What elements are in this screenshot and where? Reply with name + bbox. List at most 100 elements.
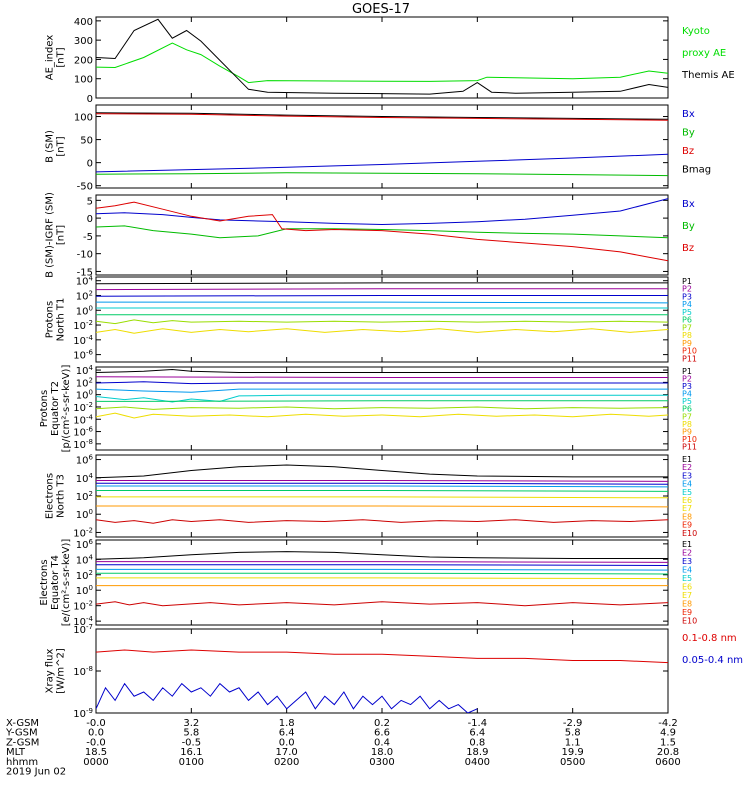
y-axis-label: AE_index [45, 35, 56, 81]
y-axis-label: North T3 [56, 474, 67, 518]
legend-label: E5 [682, 488, 692, 497]
legend-label: P4 [682, 300, 692, 309]
y-tick-label: 10-8 [73, 438, 93, 451]
legend-label: E4 [682, 480, 692, 489]
legend-label: By [682, 127, 695, 138]
legend-label: P11 [682, 354, 697, 363]
legend-label: P10 [682, 347, 697, 356]
y-tick-label: 0 [87, 159, 93, 170]
series-line-p1 [96, 282, 668, 285]
time-row-value: 16.1 [180, 747, 202, 758]
series-line-0-05-0-4-nm [96, 682, 478, 713]
time-row-value: 3.2 [183, 718, 199, 729]
series-line-e1 [96, 464, 668, 479]
legend-label: Bmag [682, 164, 711, 175]
series-line-bx [96, 153, 668, 173]
series-line-e2 [96, 561, 668, 563]
series-line-themis-ae [96, 18, 668, 95]
legend-label: P11 [682, 442, 697, 451]
y-tick-label: -50 [77, 182, 93, 193]
series-line-p2 [96, 288, 668, 291]
legend-label: P10 [682, 435, 697, 444]
series-line-e6 [96, 577, 668, 580]
y-axis-label: Protons [39, 390, 50, 427]
series-line-e4 [96, 568, 668, 571]
series-line-e9 [96, 519, 668, 524]
legend-label: E10 [682, 617, 697, 626]
y-tick-label: 10-2 [73, 526, 93, 539]
time-row-label: hhmm [6, 757, 38, 768]
series-line-e3 [96, 482, 668, 485]
series-line-p3 [96, 381, 668, 385]
plot-title: GOES-17 [352, 2, 410, 17]
legend-label: P5 [682, 397, 692, 406]
legend-label: Bx [682, 109, 695, 120]
legend-label: 0.1-0.8 nm [682, 633, 737, 644]
legend-label: P1 [682, 367, 692, 376]
legend-label: E4 [682, 566, 692, 575]
y-tick-label: 104 [76, 553, 94, 566]
legend-label: E5 [682, 574, 692, 583]
panel-frame [95, 16, 669, 99]
series-line-p2 [96, 376, 668, 378]
legend-label: E6 [682, 496, 692, 505]
time-row-value: -0.0 [86, 718, 106, 729]
legend-label: Bx [682, 199, 695, 210]
legend-label: P8 [682, 331, 692, 340]
series-line-e6 [96, 496, 668, 499]
time-row-value: -0.0 [86, 737, 106, 748]
time-row-value: 19.9 [562, 747, 584, 758]
panel-frame [95, 194, 669, 276]
y-axis-label: Equator T4 [50, 555, 61, 610]
time-row-value: 20.8 [657, 747, 679, 758]
panel-frame [95, 628, 669, 714]
series-line-p4 [96, 388, 668, 393]
series-line-bmag [96, 112, 668, 120]
y-tick-label: 100 [76, 584, 93, 597]
y-tick-label: 10-6 [73, 349, 93, 362]
y-axis-label: [e/(cm²-s-sr-keV)] [61, 539, 72, 627]
y-axis-label: B (SM)-IGRF (SM) [45, 192, 56, 278]
time-row-label: Y-GSM [5, 728, 38, 739]
legend-label: Kyoto [682, 26, 710, 37]
time-row-label: Z-GSM [6, 737, 39, 748]
legend-label: E10 [682, 529, 697, 538]
y-tick-label: 104 [76, 275, 94, 288]
series-line-p4 [96, 301, 668, 304]
y-tick-label: -10 [77, 250, 93, 261]
series-line-p8 [96, 412, 668, 419]
time-row-value: 0200 [274, 757, 299, 768]
time-row-value: 0.0 [88, 728, 104, 739]
y-tick-label: 10-2 [73, 319, 93, 332]
time-row-value: 0400 [465, 757, 490, 768]
legend-label: E7 [682, 504, 692, 513]
legend-label: P6 [682, 316, 692, 325]
series-line-e4 [96, 485, 668, 488]
series-line-p5 [96, 394, 668, 403]
y-tick-label: 100 [76, 389, 93, 402]
legend-label: P2 [682, 375, 692, 384]
series-line-p3 [96, 295, 668, 297]
series-line-e3 [96, 564, 668, 566]
y-tick-label: 100 [76, 304, 93, 317]
legend-label: E9 [682, 521, 692, 530]
legend-label: E3 [682, 471, 692, 480]
time-row-value: 1.5 [660, 737, 676, 748]
time-row-value: 17.0 [276, 747, 298, 758]
legend-label: E9 [682, 608, 692, 617]
legend-label: E8 [682, 512, 692, 521]
series-line-p1 [96, 368, 668, 373]
time-row-value: -0.5 [182, 737, 202, 748]
time-row-value: 0.0 [279, 737, 295, 748]
legend-label: P9 [682, 427, 692, 436]
y-tick-label: 10-7 [73, 623, 93, 636]
panel-2: -50 0 50 100 B (SM) [nT] Bx By Bz Bmag [45, 104, 711, 193]
plot-date: 2019 Jun 02 [6, 767, 66, 778]
y-axis-label: Protons [45, 301, 56, 338]
time-row-value: -4.2 [658, 718, 678, 729]
series-line-p8 [96, 328, 668, 334]
